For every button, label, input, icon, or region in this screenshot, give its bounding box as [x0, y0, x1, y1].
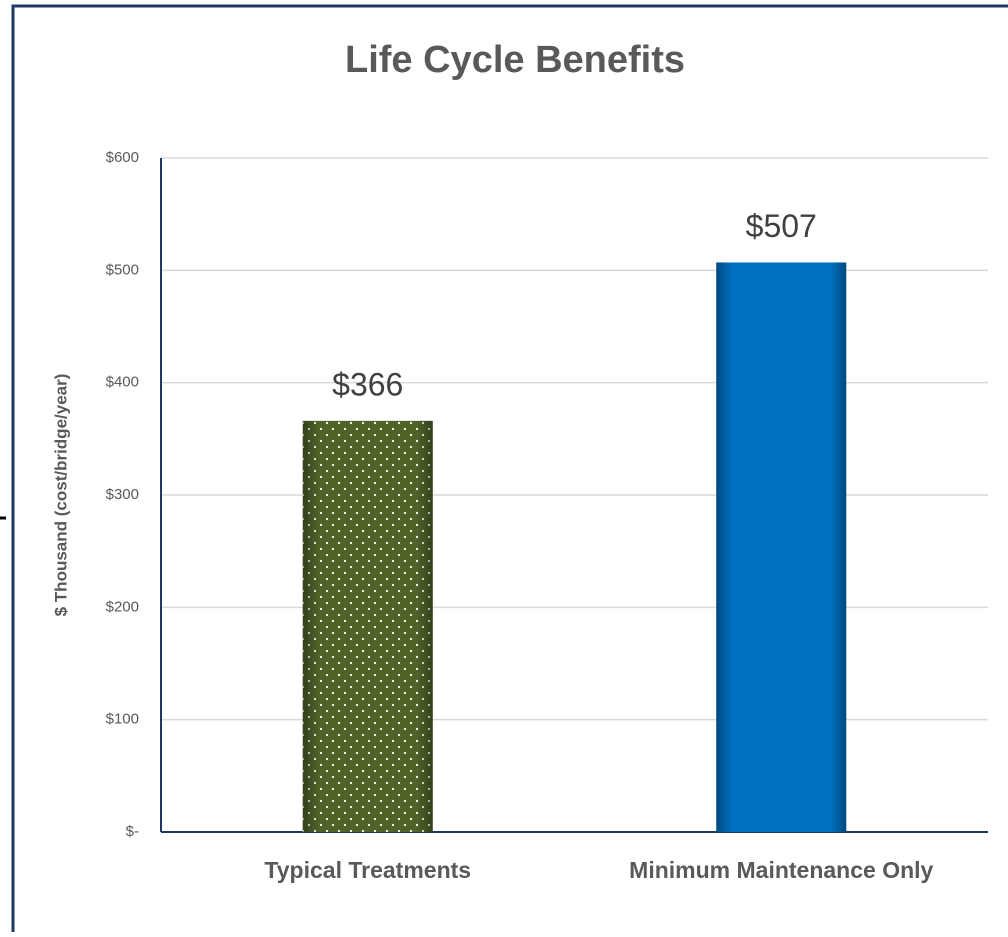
value-label: $507: [746, 208, 817, 244]
y-tick-label: $100: [106, 711, 139, 728]
x-tick-label: Minimum Maintenance Only: [629, 857, 933, 883]
y-tick-label: $500: [106, 261, 139, 278]
y-tick-label: $200: [106, 598, 139, 615]
bar-shade: [302, 420, 433, 832]
x-tick-label: Typical Treatments: [264, 857, 471, 883]
frame: [11, 4, 1008, 937]
bar-shade: [716, 262, 847, 833]
chart-title: Life Cycle Benefits: [345, 39, 685, 81]
value-label: $366: [332, 366, 403, 402]
y-axis-label: $ Thousand (cost/bridge/year): [51, 374, 70, 617]
y-tick-label: $600: [106, 149, 139, 166]
y-tick-label: $-: [126, 823, 139, 840]
y-tick-label: $400: [106, 374, 139, 391]
y-tick-label: $300: [106, 486, 139, 503]
